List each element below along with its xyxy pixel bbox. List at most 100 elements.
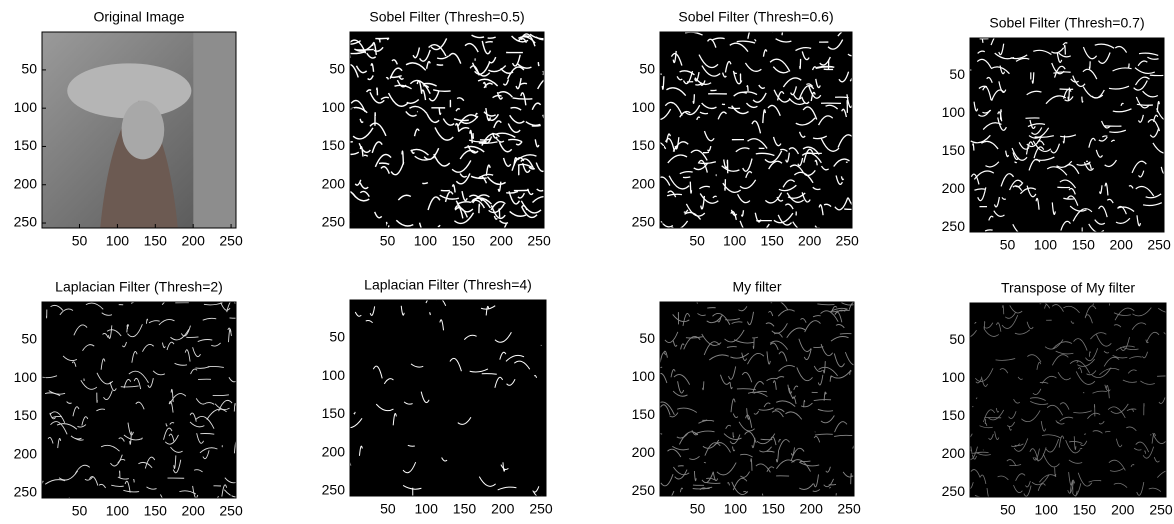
y-tick-label: 250 (632, 214, 656, 230)
x-tick-label: 200 (182, 503, 206, 519)
y-tick-label: 100 (942, 369, 966, 385)
subplot-title: My filter (733, 279, 782, 295)
y-tick-label: 150 (322, 405, 346, 421)
x-tick-label: 50 (689, 233, 705, 249)
y-tick-label: 200 (632, 444, 656, 460)
y-tick-label: 150 (942, 407, 966, 423)
y-tick-label: 250 (942, 483, 966, 499)
image (660, 302, 854, 496)
subplot: Original Image 50 100 150 200 250 50 100 150 200 2… (14, 9, 243, 249)
y-tick-label: 50 (639, 61, 655, 77)
axes-frame (969, 302, 1167, 498)
x-tick-label: 50 (380, 501, 396, 517)
x-tick-label: 200 (800, 501, 824, 517)
x-tick-label: 200 (490, 233, 514, 249)
y-tick-label: 50 (329, 329, 345, 345)
subplot-title: Transpose of My filter (1001, 280, 1135, 296)
x-tick-label: 50 (690, 501, 706, 517)
y-tick-label: 100 (14, 99, 38, 115)
image (42, 302, 236, 498)
x-tick-label: 250 (835, 233, 859, 249)
axes-frame (41, 301, 237, 499)
y-tick-label: 200 (942, 445, 966, 461)
subplot-title: Sobel Filter (Thresh=0.7) (989, 15, 1144, 31)
x-tick-label: 100 (1034, 237, 1058, 253)
x-tick-label: 150 (1072, 237, 1096, 253)
image (660, 32, 852, 228)
y-tick-label: 200 (322, 443, 346, 459)
y-tick-label: 200 (322, 175, 346, 191)
axes-frame (41, 31, 237, 229)
y-tick-label: 150 (632, 406, 656, 422)
y-tick-label: 50 (639, 330, 655, 346)
x-tick-label: 250 (837, 501, 861, 517)
x-tick-label: 100 (415, 501, 439, 517)
subplot-title: Sobel Filter (Thresh=0.5) (369, 9, 524, 25)
y-tick-label: 150 (14, 407, 38, 423)
y-tick-label: 150 (942, 142, 966, 158)
subplot: Sobel Filter (Thresh=0.7) 50 100 150 200 250 5… (942, 15, 1171, 253)
x-tick-label: 250 (527, 233, 551, 249)
x-tick-label: 100 (106, 233, 130, 249)
x-tick-label: 150 (452, 233, 476, 249)
x-tick-label: 250 (1149, 502, 1173, 518)
y-tick-label: 250 (322, 482, 346, 498)
axes-frame (969, 37, 1165, 233)
y-tick-label: 200 (942, 180, 966, 196)
subplot-title: Original Image (93, 9, 184, 25)
subplot: Transpose of My filter 50 100 150 200 250 50 10… (942, 280, 1173, 518)
axes-frame (349, 299, 547, 497)
x-tick-label: 50 (72, 503, 88, 519)
y-tick-label: 250 (632, 482, 656, 498)
subplot: Laplacian Filter (Thresh=2) 50 100 150 200 25… (14, 279, 243, 519)
x-tick-label: 100 (724, 501, 748, 517)
subplot: Laplacian Filter (Thresh=4) 50 100 150 200 25… (322, 277, 553, 517)
x-tick-label: 150 (760, 233, 784, 249)
y-tick-label: 100 (322, 367, 346, 383)
y-tick-label: 250 (322, 214, 346, 230)
subplot-title: Laplacian Filter (Thresh=4) (364, 277, 532, 293)
y-tick-label: 150 (322, 137, 346, 153)
x-tick-label: 50 (380, 233, 396, 249)
image (350, 300, 546, 496)
x-tick-label: 200 (1110, 237, 1134, 253)
x-tick-label: 100 (106, 503, 130, 519)
x-tick-label: 150 (144, 503, 168, 519)
y-tick-label: 250 (942, 218, 966, 234)
x-tick-label: 250 (1147, 237, 1171, 253)
image (350, 32, 544, 228)
x-tick-label: 200 (798, 233, 822, 249)
x-tick-label: 150 (453, 501, 477, 517)
y-tick-label: 50 (949, 331, 965, 347)
x-tick-label: 150 (144, 233, 168, 249)
x-tick-label: 200 (182, 233, 206, 249)
y-tick-label: 100 (322, 99, 346, 115)
y-tick-label: 100 (632, 368, 656, 384)
x-tick-label: 50 (72, 233, 88, 249)
subplot: Sobel Filter (Thresh=0.5) 50 100 150 200 250 5… (322, 9, 551, 249)
axes-frame (349, 31, 545, 229)
y-tick-label: 50 (329, 61, 345, 77)
x-tick-label: 150 (762, 501, 786, 517)
axes-frame (659, 31, 853, 229)
subplot: My filter 50 100 150 200 250 50 100 150 200 250 (632, 279, 861, 517)
x-tick-label: 250 (529, 501, 553, 517)
x-tick-label: 250 (219, 233, 243, 249)
y-tick-label: 100 (942, 104, 966, 120)
subplot: Sobel Filter (Thresh=0.6) 50 100 150 200 250 5… (632, 9, 859, 249)
axes-frame (659, 301, 855, 497)
x-tick-label: 50 (1000, 502, 1016, 518)
image (970, 38, 1164, 232)
y-tick-label: 200 (14, 175, 38, 191)
x-tick-label: 100 (723, 233, 747, 249)
y-tick-label: 200 (632, 175, 656, 191)
y-tick-label: 50 (21, 61, 37, 77)
y-tick-label: 150 (14, 137, 38, 153)
image (970, 303, 1166, 497)
y-tick-label: 150 (632, 137, 656, 153)
x-tick-label: 50 (1000, 237, 1016, 253)
x-tick-label: 100 (414, 233, 438, 249)
subplot-title: Sobel Filter (Thresh=0.6) (678, 9, 833, 25)
y-tick-label: 50 (949, 66, 965, 82)
